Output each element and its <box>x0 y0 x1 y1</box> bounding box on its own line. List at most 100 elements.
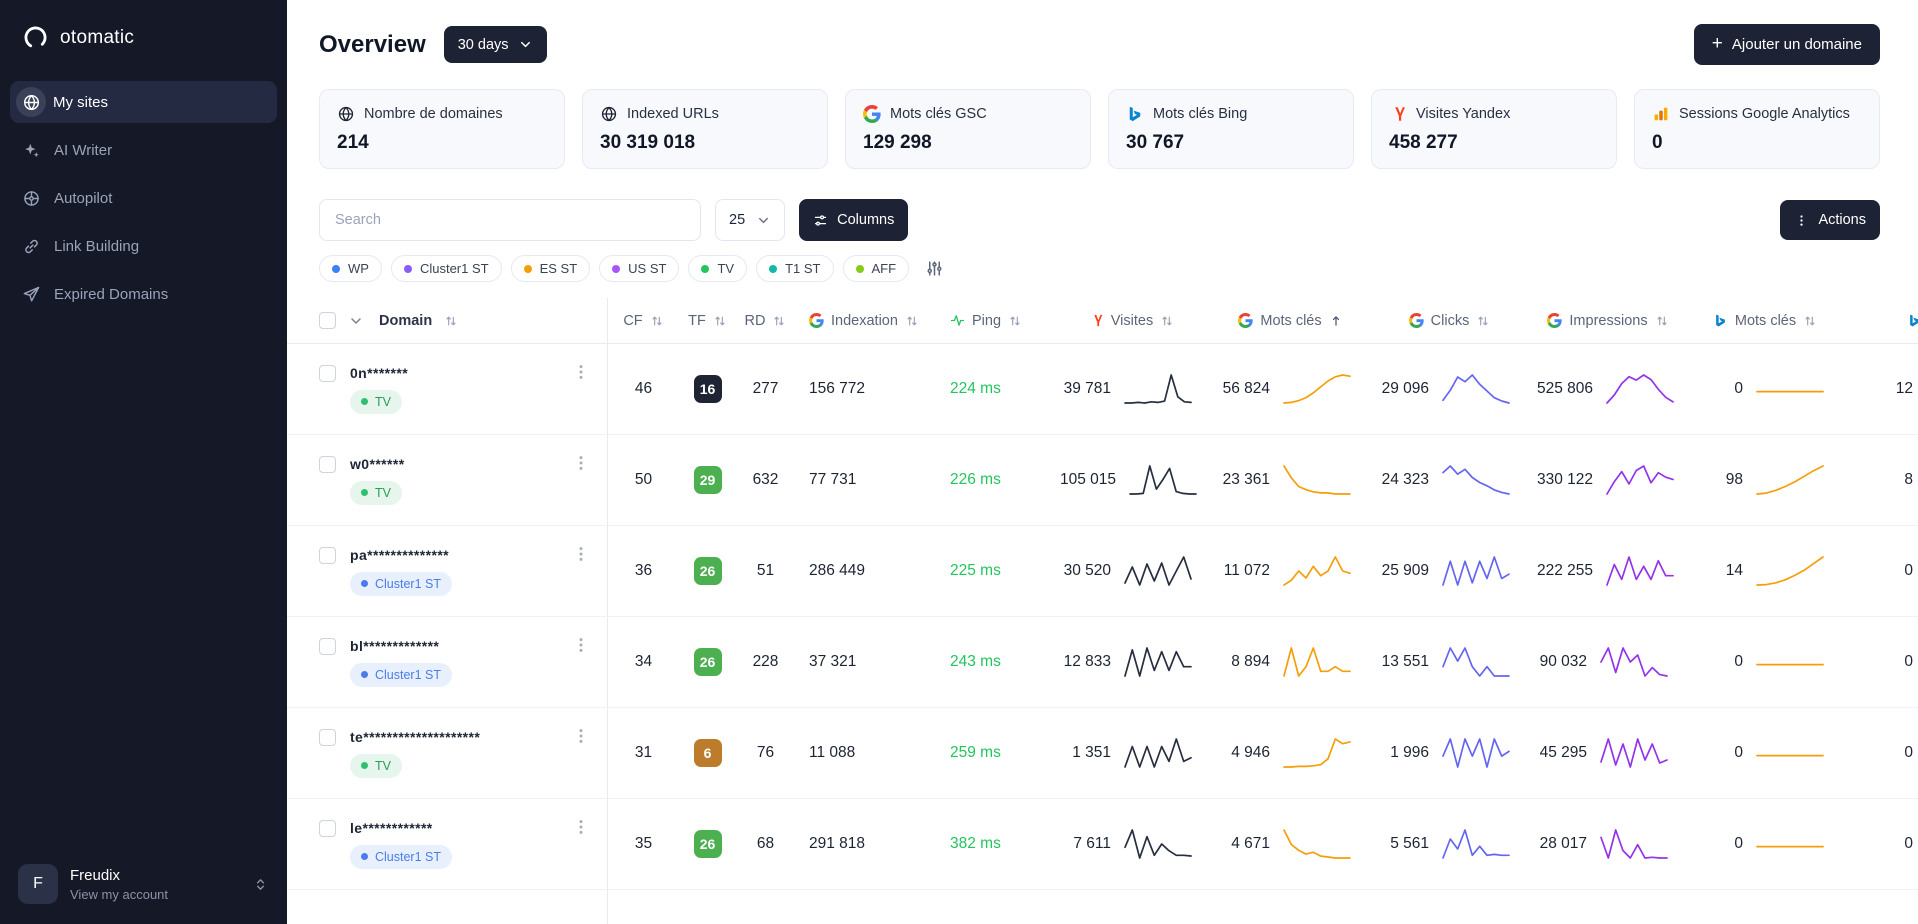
table-row[interactable]: w0****** TV 50 29 632 77 731 226 ms 105 015 23 3… <box>287 435 1918 526</box>
col-header-bing_visites[interactable] <box>1843 298 1918 343</box>
sidebar-item-link-building[interactable]: Link Building <box>10 225 277 267</box>
row-menu-button[interactable] <box>571 453 591 473</box>
clicks-cell <box>1370 890 1529 924</box>
table-row[interactable]: t********* <box>287 890 1918 924</box>
domain-name[interactable]: te******************** <box>350 728 481 745</box>
ping-value: 382 ms <box>950 835 1001 852</box>
filter-chip-wp[interactable]: WP <box>319 255 382 282</box>
sidebar-item-ai-writer[interactable]: AI Writer <box>10 129 277 171</box>
col-header-cf[interactable]: CF <box>608 298 679 343</box>
sparkline <box>1756 390 1824 393</box>
sparkline <box>1600 738 1668 768</box>
clicks-value: 24 323 <box>1381 471 1429 488</box>
visites-value: 12 833 <box>1063 653 1111 670</box>
actions-button[interactable]: Actions <box>1780 200 1880 240</box>
analytics-icon <box>1652 105 1670 123</box>
col-header-gsc_keywords[interactable]: Mots clés <box>1211 298 1370 343</box>
filter-chip-tv[interactable]: TV <box>688 255 748 282</box>
row-checkbox[interactable] <box>319 546 336 564</box>
filter-chip-us-st[interactable]: US ST <box>599 255 680 282</box>
bing_visites-cell: 8 <box>1843 435 1918 525</box>
col-header-indexation[interactable]: Indexation <box>795 298 936 343</box>
row-checkbox[interactable] <box>319 637 336 655</box>
col-header-bing_keywords[interactable]: Mots clés <box>1687 298 1843 343</box>
globe-icon <box>16 87 46 117</box>
table-row[interactable]: 0n******* TV 46 16 277 156 772 224 ms 39 781 56 … <box>287 344 1918 435</box>
tag-dot <box>361 853 368 860</box>
filter-chip-t1-st[interactable]: T1 ST <box>756 255 834 282</box>
sidebar-item-autopilot[interactable]: Autopilot <box>10 177 277 219</box>
tf-cell: 16 <box>679 344 736 434</box>
domain-name[interactable]: w0****** <box>350 455 405 472</box>
tag-dot <box>361 489 368 496</box>
domain-name[interactable]: le************ <box>350 819 433 836</box>
table-row[interactable]: bl************* Cluster1 ST 34 26 228 37 321 2… <box>287 617 1918 708</box>
sparkline <box>1282 919 1352 924</box>
domain-name[interactable]: bl************* <box>350 637 440 654</box>
brand: otomatic <box>0 0 287 77</box>
sliders-icon <box>813 213 828 228</box>
col-header-tf[interactable]: TF <box>679 298 736 343</box>
row-menu-button[interactable] <box>571 817 591 837</box>
search-input[interactable] <box>319 199 701 241</box>
row-checkbox[interactable] <box>319 819 336 837</box>
col-header-ping[interactable]: Ping <box>936 298 1052 343</box>
sparkline <box>1124 374 1192 404</box>
col-header-rd[interactable]: RD <box>736 298 795 343</box>
bing_visites-value: 8 <box>1904 471 1913 488</box>
table-row[interactable]: le************ Cluster1 ST 35 26 68 291 818 38… <box>287 799 1918 890</box>
col-header-impressions[interactable]: Impressions <box>1529 298 1687 343</box>
sparkline <box>1283 647 1351 677</box>
tag-dot <box>361 671 368 678</box>
select-all-checkbox[interactable] <box>319 312 336 329</box>
rd-value: 51 <box>756 562 775 579</box>
add-domain-button[interactable]: + Ajouter un domaine <box>1693 24 1880 65</box>
table-row[interactable]: pa************** Cluster1 ST 36 26 51 286 449… <box>287 526 1918 617</box>
table-row[interactable]: te******************** TV 31 6 76 11 088 259 m… <box>287 708 1918 799</box>
gsc_keywords-cell: 8 894 <box>1211 617 1370 707</box>
col-header-domain[interactable]: Domain <box>287 298 608 343</box>
chevron-down-icon[interactable] <box>348 313 364 329</box>
user-card[interactable]: F Freudix View my account <box>0 848 287 924</box>
impressions-cell: 90 032 <box>1529 617 1687 707</box>
page-size-select[interactable]: 25 <box>715 199 786 241</box>
columns-button[interactable]: Columns <box>799 199 909 241</box>
ping-value <box>936 890 1052 924</box>
yandex-icon <box>1389 105 1407 123</box>
clicks-cell: 5 561 <box>1370 799 1529 889</box>
row-menu-button[interactable] <box>571 635 591 655</box>
row-menu-button[interactable] <box>571 362 591 382</box>
period-select[interactable]: 30 days <box>443 26 547 63</box>
row-checkbox[interactable] <box>319 455 336 473</box>
bing_keywords-value: 0 <box>1734 744 1743 761</box>
sidebar-nav: My sites AI Writer Autopilot Link Building E… <box>0 77 287 319</box>
visites-cell: 39 781 <box>1052 344 1211 434</box>
domain-name[interactable]: 0n******* <box>350 364 409 381</box>
topbar: Overview 30 days + Ajouter un domaine <box>287 24 1918 65</box>
sparkline <box>1442 556 1510 586</box>
gsc_keywords-value: 4 946 <box>1231 744 1270 761</box>
col-header-clicks[interactable]: Clicks <box>1370 298 1529 343</box>
period-label: 30 days <box>457 36 509 53</box>
filter-chip-es-st[interactable]: ES ST <box>510 255 591 282</box>
row-checkbox[interactable] <box>319 728 336 746</box>
sidebar-item-my-sites[interactable]: My sites <box>10 81 277 123</box>
cf-value: 36 <box>634 562 653 579</box>
col-header-visites[interactable]: Visites <box>1052 298 1211 343</box>
sparkline <box>1283 738 1351 768</box>
chip-dot <box>612 264 621 273</box>
filter-chip-cluster1-st[interactable]: Cluster1 ST <box>390 255 502 282</box>
sparkles-icon <box>22 141 41 160</box>
row-checkbox[interactable] <box>319 364 336 382</box>
sidebar-item-label: Link Building <box>54 237 140 255</box>
sparkline <box>1124 647 1192 677</box>
view-account-link[interactable]: View my account <box>70 886 169 902</box>
row-menu-button[interactable] <box>571 726 591 746</box>
domain-name[interactable]: pa************** <box>350 546 450 563</box>
sidebar-item-expired-domains[interactable]: Expired Domains <box>10 273 277 315</box>
impressions-cell <box>1529 890 1687 924</box>
row-menu-button[interactable] <box>571 544 591 564</box>
cf-value <box>608 890 679 924</box>
filter-chip-aff[interactable]: AFF <box>842 255 910 282</box>
filter-settings-icon[interactable] <box>925 259 944 278</box>
